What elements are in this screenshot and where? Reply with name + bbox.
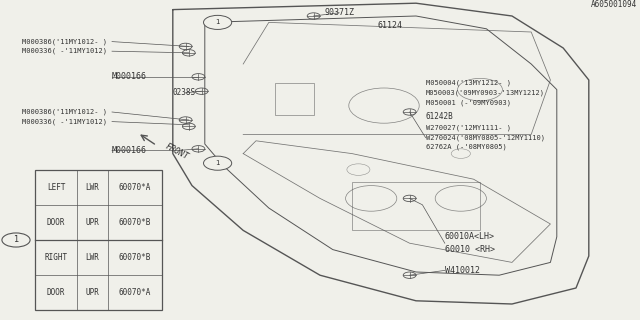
Text: 0238S: 0238S	[173, 88, 196, 97]
Text: M000336( -'11MY1012): M000336( -'11MY1012)	[22, 48, 108, 54]
Bar	[35, 170, 162, 310]
Text: 90371Z: 90371Z	[324, 8, 354, 17]
Text: RIGHT: RIGHT	[44, 253, 68, 262]
Text: A605001094: A605001094	[591, 0, 637, 9]
Text: 60070*B: 60070*B	[118, 218, 151, 227]
Text: 61124: 61124	[378, 21, 403, 30]
Text: DOOR: DOOR	[47, 218, 65, 227]
Text: 62762A (-'08MY0805): 62762A (-'08MY0805)	[426, 144, 506, 150]
Circle shape	[204, 15, 232, 29]
Text: 60070*A: 60070*A	[118, 183, 151, 192]
Bar	[275, 83, 314, 115]
Text: LWR: LWR	[85, 253, 99, 262]
Text: M000166: M000166	[112, 146, 147, 155]
Text: 60070*A: 60070*A	[118, 288, 151, 297]
Text: 1: 1	[215, 160, 220, 166]
Text: M050001 (-'09MY0903): M050001 (-'09MY0903)	[426, 99, 511, 106]
Circle shape	[204, 156, 232, 170]
Text: 61242B: 61242B	[426, 112, 453, 121]
Text: W410012: W410012	[445, 266, 480, 275]
Text: DOOR: DOOR	[47, 288, 65, 297]
Text: LEFT: LEFT	[47, 183, 65, 192]
Text: M050003('09MY0903-'13MY1212): M050003('09MY0903-'13MY1212)	[426, 90, 545, 96]
Text: FRONT: FRONT	[163, 142, 189, 162]
Bar	[352, 182, 480, 230]
Text: UPR: UPR	[85, 218, 99, 227]
Text: M000386('11MY1012- ): M000386('11MY1012- )	[22, 109, 108, 115]
Text: M000336( -'11MY1012): M000336( -'11MY1012)	[22, 118, 108, 125]
Text: M050004('13MY1212- ): M050004('13MY1212- )	[426, 80, 511, 86]
Text: LWR: LWR	[85, 183, 99, 192]
Text: M000386('11MY1012- ): M000386('11MY1012- )	[22, 38, 108, 45]
Text: M000166: M000166	[112, 72, 147, 81]
Text: 1: 1	[13, 236, 19, 244]
Text: 60010A<LH>: 60010A<LH>	[445, 232, 495, 241]
Text: UPR: UPR	[85, 288, 99, 297]
Text: 60070*B: 60070*B	[118, 253, 151, 262]
Text: 60010 <RH>: 60010 <RH>	[445, 245, 495, 254]
Text: W270027('12MY1111- ): W270027('12MY1111- )	[426, 125, 511, 131]
Text: 1: 1	[215, 20, 220, 25]
Text: W270024('08MY0805-'12MY1110): W270024('08MY0805-'12MY1110)	[426, 134, 545, 141]
